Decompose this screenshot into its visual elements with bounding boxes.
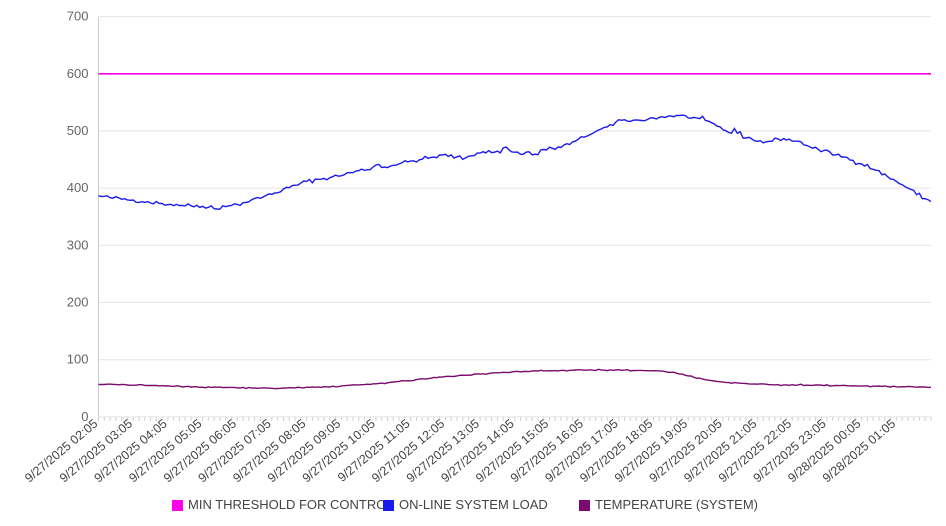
svg-text:TEMPERATURE (SYSTEM): TEMPERATURE (SYSTEM) bbox=[595, 497, 758, 512]
svg-text:100: 100 bbox=[67, 352, 89, 367]
svg-text:700: 700 bbox=[67, 9, 89, 24]
svg-text:MIN THRESHOLD FOR CONTROL: MIN THRESHOLD FOR CONTROL bbox=[188, 497, 394, 512]
svg-text:600: 600 bbox=[67, 66, 89, 81]
svg-text:ON-LINE SYSTEM LOAD: ON-LINE SYSTEM LOAD bbox=[399, 497, 548, 512]
svg-text:500: 500 bbox=[67, 123, 89, 138]
svg-text:400: 400 bbox=[67, 180, 89, 195]
svg-text:200: 200 bbox=[67, 295, 89, 310]
svg-text:300: 300 bbox=[67, 237, 89, 252]
